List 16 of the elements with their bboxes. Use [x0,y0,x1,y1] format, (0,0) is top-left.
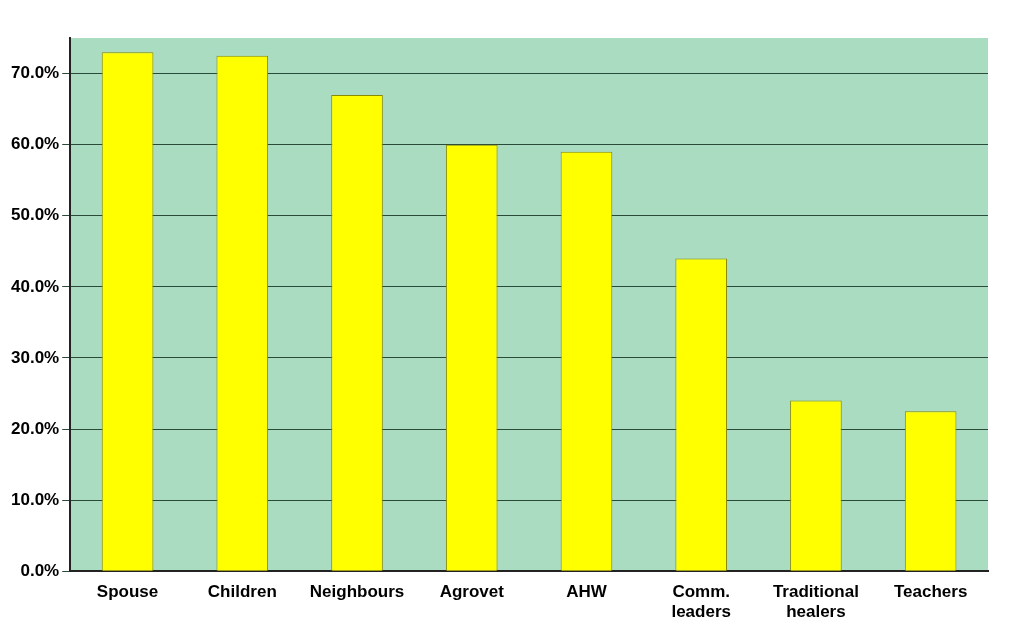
x-tick-label: Neighbours [309,582,405,602]
y-tick-label: 30.0% [11,347,60,367]
y-tick-label: 60.0% [11,134,60,154]
y-tick-label: 70.0% [11,63,60,83]
x-tick-label: Teachers [893,582,968,602]
y-tick-label: 50.0% [11,205,60,225]
x-tick-label: Agrovet [439,582,505,602]
x-tick-label: Spouse [96,582,159,602]
x-tick-label: AHW [566,582,608,602]
x-tick-label: Children [207,582,277,602]
x-tick-label: Comm. leaders [671,582,731,622]
x-tick-label: Traditional healers [772,582,859,622]
y-tick-label: 40.0% [11,276,60,296]
y-tick-label: 0.0% [20,560,60,580]
y-tick-label: 10.0% [11,489,60,509]
y-tick-label: 20.0% [11,418,60,438]
